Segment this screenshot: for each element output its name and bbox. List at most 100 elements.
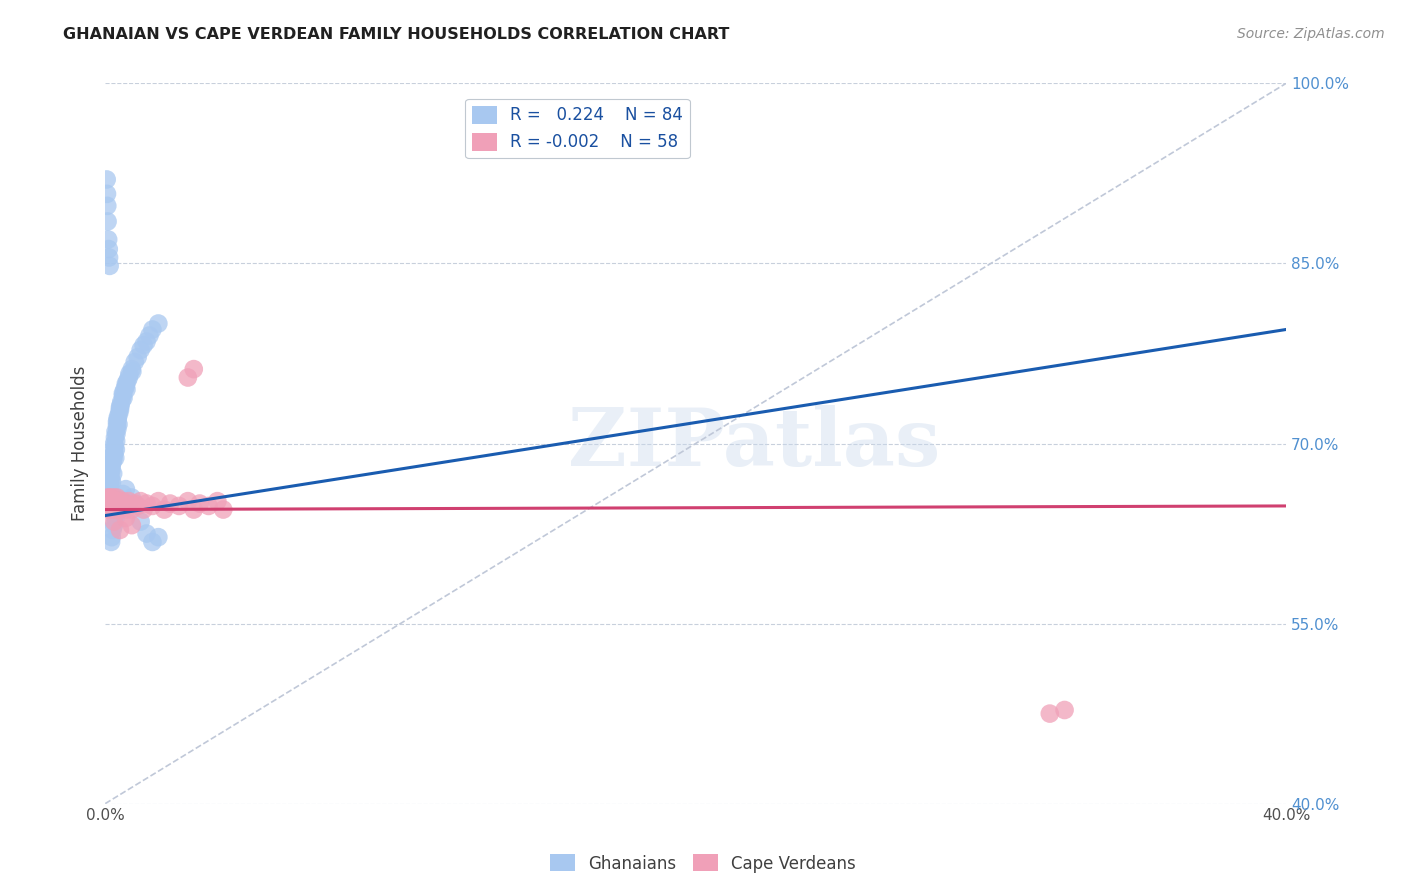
Point	[107, 499, 129, 513]
Point	[98, 470, 121, 484]
Point	[177, 494, 200, 508]
Point	[108, 502, 131, 516]
Point	[141, 499, 163, 513]
Point	[103, 515, 125, 529]
Point	[183, 502, 205, 516]
Point	[167, 499, 190, 513]
Point	[115, 497, 138, 511]
Point	[105, 434, 128, 449]
Point	[104, 511, 127, 525]
Point	[100, 463, 122, 477]
Point	[103, 436, 125, 450]
Legend: Ghanaians, Cape Verdeans: Ghanaians, Cape Verdeans	[543, 847, 863, 880]
Point	[118, 497, 141, 511]
Point	[107, 410, 129, 425]
Point	[110, 398, 132, 412]
Point	[115, 511, 138, 525]
Point	[96, 499, 118, 513]
Point	[212, 502, 235, 516]
Point	[103, 446, 125, 460]
Point	[105, 491, 128, 505]
Y-axis label: Family Households: Family Households	[72, 366, 89, 521]
Point	[100, 473, 122, 487]
Point	[153, 502, 176, 516]
Point	[159, 497, 181, 511]
Point	[100, 467, 122, 481]
Legend: R =   0.224    N = 84, R = -0.002    N = 58: R = 0.224 N = 84, R = -0.002 N = 58	[465, 99, 690, 158]
Point	[105, 418, 128, 433]
Point	[112, 383, 135, 397]
Point	[103, 442, 125, 457]
Point	[207, 494, 229, 508]
Point	[101, 523, 124, 537]
Point	[129, 494, 152, 508]
Point	[100, 460, 122, 475]
Point	[111, 499, 134, 513]
Point	[97, 494, 120, 508]
Point	[129, 343, 152, 357]
Point	[135, 526, 157, 541]
Text: ZIPatlas: ZIPatlas	[568, 405, 941, 483]
Point	[108, 403, 131, 417]
Point	[132, 338, 155, 352]
Point	[115, 502, 138, 516]
Point	[103, 499, 125, 513]
Point	[108, 494, 131, 508]
Point	[101, 502, 124, 516]
Point	[104, 439, 127, 453]
Point	[96, 186, 118, 201]
Point	[121, 502, 143, 516]
Point	[1039, 706, 1062, 721]
Point	[101, 454, 124, 468]
Point	[124, 497, 146, 511]
Point	[118, 494, 141, 508]
Point	[101, 449, 124, 463]
Point	[132, 502, 155, 516]
Point	[97, 242, 120, 256]
Point	[177, 370, 200, 384]
Point	[111, 494, 134, 508]
Point	[98, 251, 121, 265]
Point	[110, 497, 132, 511]
Point	[111, 487, 134, 501]
Point	[110, 394, 132, 409]
Point	[97, 484, 120, 499]
Point	[188, 497, 211, 511]
Point	[183, 362, 205, 376]
Point	[129, 515, 152, 529]
Point	[115, 482, 138, 496]
Point	[100, 499, 122, 513]
Point	[98, 494, 121, 508]
Point	[118, 370, 141, 384]
Point	[148, 317, 170, 331]
Point	[111, 386, 134, 401]
Point	[97, 232, 120, 246]
Point	[107, 499, 129, 513]
Point	[100, 458, 122, 472]
Point	[103, 491, 125, 505]
Point	[100, 497, 122, 511]
Point	[138, 328, 160, 343]
Point	[100, 491, 122, 505]
Point	[96, 172, 118, 186]
Point	[104, 431, 127, 445]
Point	[107, 417, 129, 432]
Point	[104, 497, 127, 511]
Point	[148, 530, 170, 544]
Point	[100, 530, 122, 544]
Point	[103, 450, 125, 465]
Point	[108, 401, 131, 415]
Point	[104, 425, 127, 439]
Point	[98, 478, 121, 492]
Point	[141, 322, 163, 336]
Point	[105, 499, 128, 513]
Point	[117, 374, 139, 388]
Point	[98, 491, 121, 505]
Point	[105, 426, 128, 441]
Point	[121, 364, 143, 378]
Point	[105, 415, 128, 429]
Point	[101, 497, 124, 511]
Point	[141, 535, 163, 549]
Point	[148, 494, 170, 508]
Point	[127, 499, 149, 513]
